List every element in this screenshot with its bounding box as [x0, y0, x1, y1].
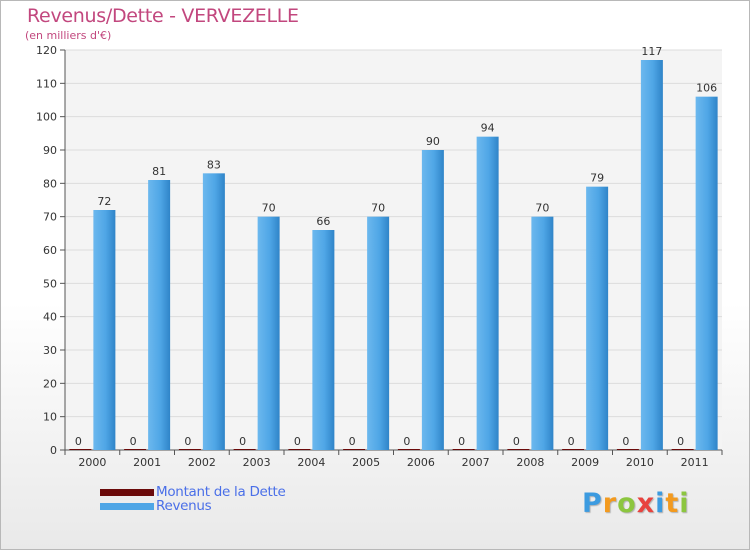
debt-data-label: 0	[75, 435, 82, 448]
debt-bar	[288, 449, 311, 450]
debt-data-label: 0	[403, 435, 410, 448]
x-tick-label: 2006	[407, 456, 435, 469]
revenue-bar	[148, 180, 171, 450]
logo-letter: x	[636, 488, 656, 519]
revenue-data-label: 117	[641, 45, 662, 58]
revenue-bar	[695, 96, 718, 451]
debt-data-label: 0	[294, 435, 301, 448]
x-tick-label: 2008	[516, 456, 544, 469]
legend-swatch-revenus	[100, 502, 154, 510]
revenue-bar	[586, 186, 609, 450]
revenue-data-label: 66	[316, 215, 330, 228]
debt-data-label: 0	[239, 435, 246, 448]
debt-bar	[124, 449, 147, 450]
debt-bar	[397, 449, 420, 450]
chart-title: Revenus/Dette - VERVEZELLE	[27, 5, 299, 27]
revenue-bar	[640, 60, 663, 450]
debt-data-label: 0	[458, 435, 465, 448]
debt-bar	[507, 449, 530, 450]
revenue-bar	[531, 216, 554, 450]
y-tick-label: 10	[43, 411, 57, 424]
debt-data-label: 0	[677, 435, 684, 448]
x-tick-label: 2003	[243, 456, 271, 469]
debt-bar	[343, 449, 366, 450]
debt-data-label: 0	[622, 435, 629, 448]
debt-data-label: 0	[349, 435, 356, 448]
legend-item-revenus[interactable]: Revenus	[100, 498, 286, 514]
x-tick-label: 2007	[462, 456, 490, 469]
legend-item-dette[interactable]: Montant de la Dette	[100, 484, 286, 500]
revenue-data-label: 83	[207, 158, 221, 171]
revenue-data-label: 94	[481, 122, 495, 135]
chart-subtitle: (en milliers d'€)	[25, 29, 112, 42]
debt-bar	[616, 449, 639, 450]
revenue-data-label: 106	[696, 82, 717, 95]
debt-data-label: 0	[130, 435, 137, 448]
logo-letter: i	[679, 488, 690, 519]
y-tick-label: 110	[36, 77, 57, 90]
debt-data-label: 0	[184, 435, 191, 448]
legend-label-dette: Montant de la Dette	[156, 484, 286, 500]
x-tick-label: 2001	[133, 456, 161, 469]
revenue-data-label: 70	[371, 202, 385, 215]
revenue-data-label: 70	[262, 202, 276, 215]
revenue-bar	[476, 136, 499, 450]
y-tick-label: 20	[43, 377, 57, 390]
debt-bar	[69, 449, 92, 450]
x-tick-label: 2005	[352, 456, 380, 469]
y-tick-label: 120	[36, 44, 57, 57]
debt-bar	[452, 449, 475, 450]
x-tick-label: 2002	[188, 456, 216, 469]
x-tick-label: 2000	[78, 456, 106, 469]
x-tick-label: 2010	[626, 456, 654, 469]
y-tick-label: 80	[43, 177, 57, 190]
y-tick-label: 70	[43, 211, 57, 224]
y-tick-label: 0	[50, 444, 57, 457]
revenue-data-label: 90	[426, 135, 440, 148]
y-tick-label: 100	[36, 111, 57, 124]
revenue-bar	[93, 210, 116, 450]
revenue-bar	[257, 216, 280, 450]
revenue-bar	[312, 230, 335, 450]
y-tick-label: 90	[43, 144, 57, 157]
y-tick-label: 50	[43, 277, 57, 290]
x-tick-label: 2009	[571, 456, 599, 469]
legend: Montant de la Dette Revenus	[100, 484, 286, 514]
y-tick-label: 30	[43, 344, 57, 357]
debt-data-label: 0	[568, 435, 575, 448]
revenue-bar	[421, 150, 444, 450]
legend-swatch-dette	[100, 488, 154, 496]
logo-letter: t	[665, 488, 680, 519]
legend-label-revenus: Revenus	[156, 498, 212, 514]
proxiti-logo[interactable]: Proxiti	[582, 488, 690, 519]
logo-letter: r	[602, 488, 618, 519]
y-tick-label: 40	[43, 311, 57, 324]
debt-bar	[233, 449, 256, 450]
logo-letter: o	[617, 488, 637, 519]
revenue-data-label: 81	[152, 165, 166, 178]
x-tick-label: 2004	[297, 456, 325, 469]
revenue-data-label: 79	[590, 172, 604, 185]
revenue-bar	[367, 216, 390, 450]
logo-letter: i	[655, 488, 666, 519]
revenue-data-label: 72	[97, 195, 111, 208]
debt-data-label: 0	[513, 435, 520, 448]
debt-bar	[178, 449, 201, 450]
debt-bar	[562, 449, 585, 450]
debt-bar	[671, 449, 694, 450]
x-tick-label: 2011	[681, 456, 709, 469]
revenue-bar	[202, 173, 225, 451]
revenue-data-label: 70	[535, 202, 549, 215]
logo-letter: P	[582, 488, 603, 519]
y-tick-label: 60	[43, 244, 57, 257]
